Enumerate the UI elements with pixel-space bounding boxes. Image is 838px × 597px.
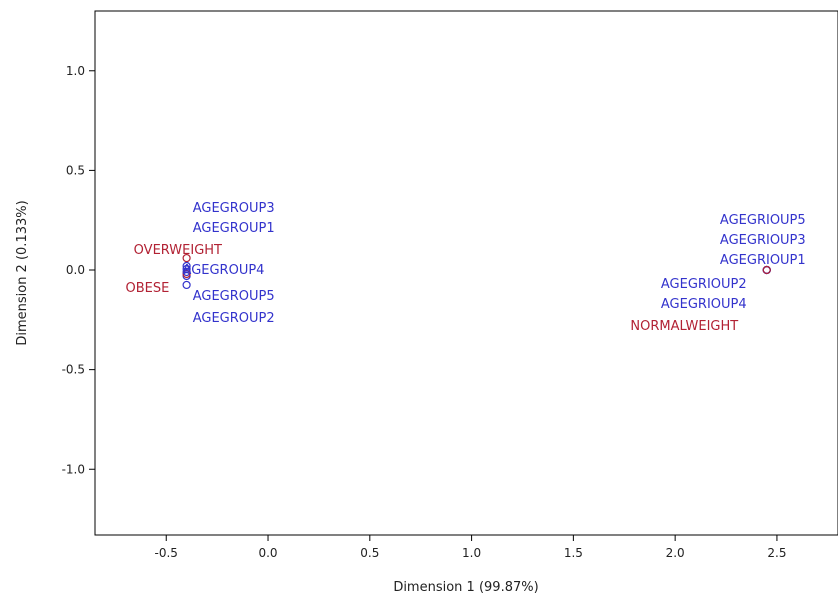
point-marker — [182, 261, 191, 271]
point-label: OVERWEIGHT — [134, 243, 222, 258]
x-tick-label: 2.0 — [666, 546, 685, 560]
point-label: AGEGROUP5 — [193, 289, 275, 304]
y-tick-label: -1.0 — [62, 462, 85, 476]
point-label: AGEGRIOUP4 — [661, 297, 747, 312]
point-marker — [182, 253, 191, 263]
x-tick-label: 0.0 — [258, 546, 277, 560]
point-markers — [182, 253, 771, 290]
point-marker — [182, 269, 191, 279]
point-label: AGEGRIOUP3 — [720, 233, 806, 248]
y-tick-label: 0.5 — [66, 163, 85, 177]
x-tick-label: 2.5 — [767, 546, 786, 560]
y-axis-label: Dimension 2 (0.133%) — [15, 200, 30, 345]
point-marker — [182, 280, 191, 290]
point-label: AGEGROUP3 — [193, 201, 275, 216]
y-tick-label: 0.0 — [66, 263, 85, 277]
y-tick-label: -0.5 — [62, 363, 85, 377]
point-label: NORMALWEIGHT — [630, 319, 738, 334]
point-label: OBESE — [126, 281, 170, 296]
y-axis: -1.0 -0.5 0.0 0.5 1.0 — [62, 64, 95, 476]
point-label: AGEGRIOUP2 — [661, 277, 747, 292]
point-label: AGEGRIOUP5 — [720, 213, 806, 228]
x-tick-label: 0.5 — [360, 546, 379, 560]
point-label: AGEGRIOUP1 — [720, 253, 806, 268]
point-label: AGEGROUP2 — [193, 311, 275, 326]
y-tick-label: 1.0 — [66, 64, 85, 78]
plot-frame — [94, 10, 838, 536]
point-marker — [762, 265, 771, 275]
point-label: AGEGROUP1 — [193, 221, 275, 236]
x-tick-label: 1.0 — [462, 546, 481, 560]
x-axis-label: Dimension 1 (99.87%) — [393, 580, 538, 595]
point-label: AGEGROUP4 — [183, 263, 265, 278]
x-tick-label: 1.5 — [564, 546, 583, 560]
x-tick-label: -0.5 — [155, 546, 178, 560]
point-labels: AGEGROUP3 AGEGROUP1 AGEGROUP4 AGEGROUP5 AGEG… — [126, 201, 806, 334]
x-axis: -0.5 0.0 0.5 1.0 1.5 2.0 2.5 — [155, 535, 786, 560]
